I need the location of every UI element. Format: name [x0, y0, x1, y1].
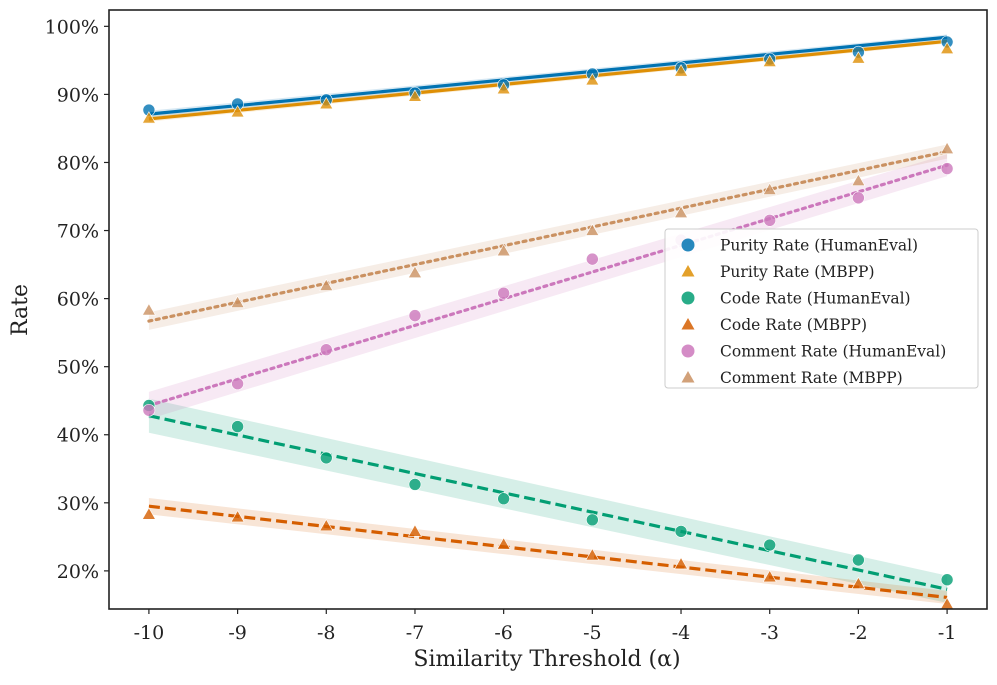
code-rate-mbpp-point	[762, 569, 777, 583]
x-tick-label: -9	[228, 622, 247, 644]
y-tick-label: 20%	[57, 561, 99, 583]
plot-frame	[108, 9, 988, 610]
purity-rate-humaneval-fit-line	[148, 35, 948, 116]
comment-rate-humaneval-point	[319, 343, 333, 356]
comment-rate-humaneval-point	[408, 309, 422, 322]
comment-rate-mbpp-fit-line	[147, 149, 949, 323]
code-rate-humaneval-fit-line	[148, 414, 948, 591]
code-rate-mbpp-fit-line	[148, 504, 948, 600]
comment-rate-mbpp-point	[851, 173, 866, 187]
x-tick-label: -4	[672, 622, 691, 644]
legend-marker	[681, 238, 695, 252]
purity-rate-mbpp-point	[585, 73, 600, 86]
code-rate-humaneval-point	[674, 525, 688, 538]
x-tick-label: -7	[406, 622, 425, 644]
legend-label: Code Rate (HumanEval)	[720, 290, 911, 308]
code-rate-humaneval-point	[763, 538, 777, 552]
comment-rate-humaneval-point	[497, 286, 510, 300]
x-tick-label: -5	[583, 622, 602, 644]
y-axis-title: Rate	[8, 284, 33, 336]
comment-rate-mbpp-point	[762, 182, 777, 195]
x-tick-label: -3	[760, 622, 779, 644]
legend-label: Comment Rate (HumanEval)	[720, 343, 946, 361]
code-rate-humaneval-point	[852, 553, 865, 567]
comment-rate-humaneval-point	[852, 191, 865, 205]
y-tick-label: 60%	[57, 289, 99, 311]
code-rate-humaneval-point	[586, 513, 599, 527]
x-axis-ticks: -10 -9 -8 -7 -6 -5 -4 -3 -2 -1	[134, 609, 957, 644]
purity-rate-mbpp-point	[407, 89, 422, 102]
comment-rate-humaneval-point	[763, 214, 777, 227]
purity-rate-mbpp-point	[141, 111, 156, 124]
comment-rate-mbpp-point	[585, 223, 600, 236]
purity-rate-mbpp-fit-line	[148, 39, 948, 121]
code-rate-humaneval-point	[231, 420, 244, 433]
legend-box	[664, 228, 979, 389]
code-rate-mbpp-point	[674, 556, 689, 570]
legend-marker	[681, 344, 695, 358]
code-rate-mbpp-point	[496, 537, 511, 550]
code-rate-mbpp-point	[141, 507, 156, 520]
x-tick-label: -1	[938, 622, 957, 644]
legend: Purity Rate (HumanEval) Purity Rate (MBPP…	[664, 228, 979, 389]
comment-rate-humaneval-point	[142, 403, 156, 417]
purity-rate-mbpp-point	[940, 41, 955, 54]
y-tick-label: 100%	[45, 16, 99, 38]
comment-rate-mbpp-point	[230, 295, 245, 308]
purity-rate-mbpp-point	[319, 96, 334, 110]
legend-marker	[681, 291, 695, 305]
y-tick-label: 90%	[57, 84, 99, 106]
comment-rate-mbpp-point	[674, 205, 689, 219]
purity-rate-mbpp-point	[674, 64, 689, 77]
comment-rate-mbpp-point	[141, 303, 156, 316]
code-rate-humaneval-point	[319, 451, 333, 465]
legend-label: Purity Rate (MBPP)	[720, 263, 875, 281]
comment-rate-humaneval-point	[231, 377, 244, 390]
purity-rate-mbpp-point	[496, 81, 511, 95]
code-rate-mbpp-point	[851, 576, 866, 589]
legend-marker	[681, 265, 695, 277]
comment-rate-mbpp-point	[496, 243, 511, 257]
code-rate-humaneval-point	[408, 478, 422, 491]
purity-rate-mbpp-point	[230, 104, 245, 118]
y-axis-ticks: 20% 30% 40% 50% 60% 70% 80% 90% 100%	[45, 16, 109, 583]
y-tick-label: 30%	[57, 493, 99, 515]
code-rate-humaneval-point	[497, 492, 510, 506]
data-points	[141, 35, 955, 610]
x-tick-label: -8	[317, 622, 336, 644]
legend-label: Code Rate (MBPP)	[720, 316, 867, 334]
x-tick-label: -2	[849, 622, 868, 644]
code-rate-humaneval-band	[148, 398, 948, 603]
code-rate-mbpp-point	[319, 518, 334, 532]
x-tick-label: -10	[134, 622, 165, 644]
y-tick-label: 40%	[57, 425, 99, 447]
code-rate-humaneval-point	[940, 573, 954, 587]
comment-rate-mbpp-point	[940, 141, 955, 155]
code-rate-mbpp-point	[585, 548, 600, 561]
y-tick-label: 50%	[57, 357, 99, 379]
comment-rate-humaneval-point	[940, 162, 954, 175]
y-tick-label: 70%	[57, 221, 99, 243]
code-rate-mbpp-point	[230, 510, 245, 523]
comment-rate-mbpp-point	[407, 265, 422, 278]
legend-label: Comment Rate (MBPP)	[720, 369, 903, 387]
code-rate-mbpp-point	[407, 524, 422, 537]
purity-rate-mbpp-point	[851, 51, 866, 64]
x-tick-label: -6	[494, 622, 513, 644]
legend-label: Purity Rate (HumanEval)	[720, 237, 918, 255]
comment-rate-mbpp-point	[319, 278, 334, 291]
x-axis-title: Similarity Threshold (α)	[413, 647, 680, 672]
legend-marker	[681, 318, 695, 330]
comment-rate-humaneval-point	[586, 252, 599, 266]
y-tick-label: 80%	[57, 152, 99, 174]
purity-rate-mbpp-point	[762, 54, 777, 67]
legend-marker	[681, 371, 695, 383]
comment-rate-humaneval-fit-line	[147, 163, 949, 408]
regression-lines	[147, 35, 949, 600]
